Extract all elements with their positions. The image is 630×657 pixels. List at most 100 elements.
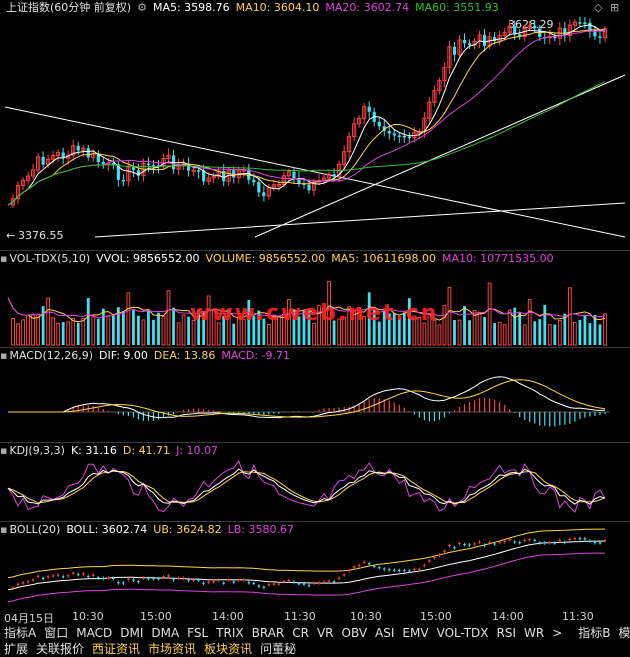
volume-bar bbox=[332, 320, 336, 345]
volume-bar bbox=[16, 323, 20, 346]
candle-body bbox=[482, 34, 487, 46]
volume-bar bbox=[292, 309, 296, 345]
expand-icon[interactable]: ⊞ bbox=[610, 1, 620, 14]
collapse-icon[interactable]: ▪ bbox=[0, 349, 8, 362]
collapse-icon[interactable]: ▪ bbox=[0, 252, 8, 265]
high-price-label: 3628.29 bbox=[508, 18, 554, 31]
settings-icon[interactable]: ⚙ bbox=[137, 1, 147, 14]
toolbar-item[interactable]: DMI bbox=[120, 626, 144, 640]
volume-bar bbox=[387, 313, 391, 345]
price-chart[interactable] bbox=[0, 0, 630, 250]
bottom-tab[interactable]: 扩展 bbox=[4, 642, 29, 656]
volume-chart[interactable] bbox=[0, 251, 630, 347]
volume-bar bbox=[81, 317, 86, 346]
volume-bar bbox=[422, 322, 427, 346]
candle-body bbox=[121, 179, 125, 182]
candle-body bbox=[578, 22, 582, 24]
candle-body bbox=[286, 171, 292, 177]
toolbar-item[interactable]: EMV bbox=[402, 626, 429, 640]
bottom-tab[interactable]: 西证资讯 bbox=[92, 642, 141, 656]
volume-bar bbox=[232, 323, 236, 345]
candle-body bbox=[202, 170, 206, 182]
volume-bar bbox=[487, 282, 492, 346]
toolbar-item[interactable]: MACD bbox=[76, 626, 113, 640]
candle-body bbox=[96, 153, 100, 163]
volume-bar bbox=[543, 305, 547, 345]
toolbar-item[interactable]: 指标B bbox=[578, 626, 611, 640]
candle-body bbox=[281, 175, 287, 185]
candle-body bbox=[257, 182, 261, 193]
volume-bar bbox=[463, 306, 466, 345]
boll-chart[interactable] bbox=[0, 522, 630, 610]
dea-line bbox=[8, 379, 606, 418]
candle-body bbox=[126, 166, 131, 182]
volume-bar bbox=[86, 297, 90, 345]
candle-body bbox=[387, 130, 391, 134]
candle-body bbox=[442, 66, 447, 82]
candle-body bbox=[342, 151, 347, 165]
boll-mid-line bbox=[7, 540, 605, 591]
toolbar-item[interactable]: RSI bbox=[496, 626, 517, 640]
low-arrow-icon: ← bbox=[6, 229, 16, 242]
candle-body bbox=[76, 145, 80, 151]
toolbar-item[interactable]: WR bbox=[524, 626, 545, 640]
volume-bar bbox=[397, 318, 401, 345]
toolbar-item[interactable]: DMA bbox=[151, 626, 180, 640]
toolbar-item[interactable]: 模 bbox=[618, 626, 630, 640]
volume-bar bbox=[382, 309, 386, 345]
volume-bar bbox=[152, 319, 155, 345]
toolbar-item[interactable]: BRAR bbox=[251, 626, 285, 640]
volume-bar bbox=[132, 310, 135, 345]
toolbar-item[interactable]: 指标A bbox=[4, 626, 37, 640]
kdj-chart[interactable] bbox=[0, 443, 630, 521]
toolbar-item[interactable]: CR bbox=[292, 626, 309, 640]
bottom-tab[interactable]: 问董秘 bbox=[260, 642, 297, 656]
candle-body bbox=[553, 36, 557, 39]
candle-body bbox=[101, 162, 105, 165]
volume-bar bbox=[241, 318, 246, 346]
collapse-icon[interactable]: ▪ bbox=[0, 444, 8, 457]
volume-bar bbox=[247, 299, 251, 345]
toolbar-item[interactable]: 窗口 bbox=[44, 626, 69, 640]
volume-bar bbox=[402, 312, 406, 345]
toolbar-item[interactable]: ASI bbox=[375, 626, 395, 640]
candle-body bbox=[513, 26, 517, 35]
indicator-toolbar: 指标A 窗口 MACD DMI DMA FSL TRIX BRAR CR VR … bbox=[0, 625, 630, 642]
toolbar-item[interactable]: VR bbox=[316, 626, 334, 640]
candle-body bbox=[533, 25, 537, 29]
candle-body bbox=[567, 24, 572, 36]
diamond-icon[interactable]: ◇ bbox=[594, 1, 603, 14]
time-label: 15:00 bbox=[420, 610, 452, 623]
toolbar-item[interactable]: FSL bbox=[187, 626, 209, 640]
candle-body bbox=[191, 169, 196, 173]
toolbar-item[interactable]: TRIX bbox=[216, 626, 244, 640]
macd-chart[interactable] bbox=[0, 348, 630, 442]
volume-bar bbox=[31, 313, 35, 346]
volume-bar bbox=[91, 316, 96, 346]
collapse-icon[interactable]: ▪ bbox=[0, 523, 8, 536]
candle-body bbox=[292, 171, 296, 179]
candle-body bbox=[271, 184, 276, 188]
volume-bar bbox=[447, 287, 452, 346]
candle-body bbox=[347, 136, 352, 153]
volume-bar bbox=[412, 315, 417, 346]
volume-bar bbox=[513, 307, 517, 345]
candle-body bbox=[447, 46, 452, 68]
volume-bar bbox=[342, 316, 347, 346]
volume-bar bbox=[407, 298, 411, 345]
bottom-tab[interactable]: 关联报价 bbox=[36, 642, 85, 656]
toolbar-item[interactable]: OBV bbox=[341, 626, 368, 640]
toolbar-item[interactable]: VOL-TDX bbox=[436, 626, 489, 640]
candle-body bbox=[382, 126, 386, 131]
candle-body bbox=[232, 170, 236, 178]
candle-body bbox=[206, 177, 211, 182]
toolbar-more-button[interactable]: > bbox=[552, 626, 563, 640]
candle-body bbox=[502, 31, 507, 37]
bottom-tab[interactable]: 板块资讯 bbox=[204, 642, 253, 656]
volume-bar bbox=[147, 309, 150, 345]
volume-bar bbox=[191, 320, 196, 346]
bottom-tab[interactable]: 市场资讯 bbox=[148, 642, 197, 656]
candle-body bbox=[583, 22, 587, 25]
candle-body bbox=[598, 36, 602, 38]
candle-body bbox=[81, 147, 86, 151]
